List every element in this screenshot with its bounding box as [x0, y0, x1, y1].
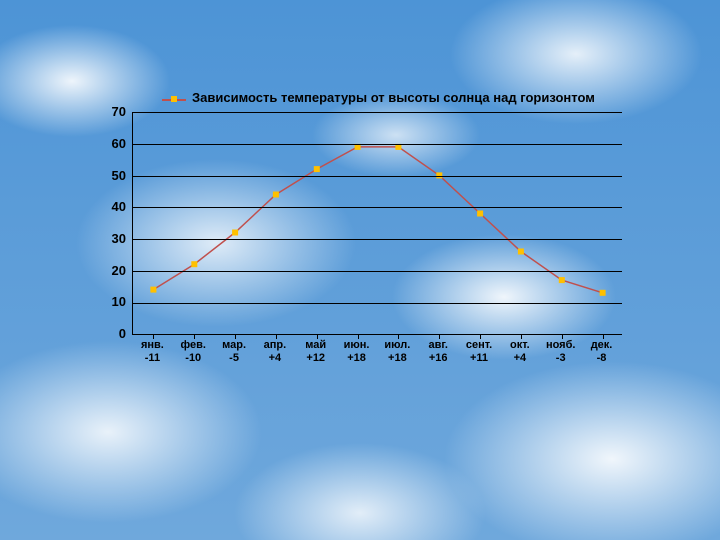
chart-panel: Зависимость температуры от высоты солнца…: [98, 90, 622, 366]
x-tick: [276, 334, 277, 339]
data-marker: [477, 211, 483, 217]
gridline: [133, 144, 622, 145]
temperature-label: +11: [459, 352, 500, 365]
month-label: фев.: [181, 339, 206, 351]
gridline: [133, 176, 622, 177]
gridline: [133, 207, 622, 208]
x-tick-label: июл.+18: [377, 339, 418, 365]
data-marker: [191, 261, 197, 267]
legend-swatch: [162, 94, 186, 104]
temperature-label: +12: [295, 352, 336, 365]
temperature-label: +4: [254, 352, 295, 365]
month-label: дек.: [591, 339, 613, 351]
data-marker: [232, 230, 238, 236]
x-tick: [398, 334, 399, 339]
series-line: [133, 112, 623, 334]
gridline: [133, 112, 622, 113]
month-label: май: [305, 339, 326, 351]
x-tick: [194, 334, 195, 339]
x-tick-label: апр.+4: [254, 339, 295, 365]
x-tick-label: нояб.-3: [540, 339, 581, 365]
x-tick: [358, 334, 359, 339]
gridline: [133, 303, 622, 304]
plot-area: [132, 112, 622, 335]
x-tick: [235, 334, 236, 339]
temperature-label: +18: [336, 352, 377, 365]
temperature-label: -3: [540, 352, 581, 365]
background-sky: Зависимость температуры от высоты солнца…: [0, 0, 720, 540]
month-label: июн.: [344, 339, 370, 351]
temperature-label: +16: [418, 352, 459, 365]
x-tick: [480, 334, 481, 339]
temperature-label: -10: [173, 352, 214, 365]
temperature-label: -11: [132, 352, 173, 365]
x-tick-label: сент.+11: [459, 339, 500, 365]
month-label: мар.: [222, 339, 246, 351]
data-marker: [273, 192, 279, 198]
x-axis-labels: янв.-11фев.-10мар.-5апр.+4май+12июн.+18и…: [132, 339, 622, 365]
x-tick-label: фев.-10: [173, 339, 214, 365]
temperature-label: -5: [214, 352, 255, 365]
x-tick-label: дек.-8: [581, 339, 622, 365]
gridline: [133, 239, 622, 240]
x-tick-label: май+12: [295, 339, 336, 365]
month-label: янв.: [141, 339, 164, 351]
month-label: сент.: [466, 339, 492, 351]
data-marker: [150, 287, 156, 293]
temperature-label: +4: [499, 352, 540, 365]
data-marker: [395, 144, 401, 150]
x-tick: [562, 334, 563, 339]
x-tick: [603, 334, 604, 339]
temperature-label: -8: [581, 352, 622, 365]
month-label: авг.: [429, 339, 448, 351]
x-tick: [317, 334, 318, 339]
month-label: нояб.: [546, 339, 576, 351]
x-tick-label: июн.+18: [336, 339, 377, 365]
legend: Зависимость температуры от высоты солнца…: [98, 90, 622, 106]
x-tick-label: янв.-11: [132, 339, 173, 365]
x-tick-label: окт.+4: [499, 339, 540, 365]
month-label: апр.: [264, 339, 287, 351]
x-tick-label: мар.-5: [214, 339, 255, 365]
y-axis-labels: 706050403020100: [98, 112, 126, 334]
data-marker: [518, 249, 524, 255]
x-tick: [521, 334, 522, 339]
data-marker: [600, 290, 606, 296]
x-tick: [153, 334, 154, 339]
month-label: окт.: [510, 339, 530, 351]
x-tick: [439, 334, 440, 339]
data-marker: [355, 144, 361, 150]
x-tick-label: авг.+16: [418, 339, 459, 365]
data-marker: [314, 166, 320, 172]
chart-title: Зависимость температуры от высоты солнца…: [192, 90, 595, 106]
month-label: июл.: [384, 339, 410, 351]
gridline: [133, 271, 622, 272]
temperature-label: +18: [377, 352, 418, 365]
data-marker: [559, 277, 565, 283]
